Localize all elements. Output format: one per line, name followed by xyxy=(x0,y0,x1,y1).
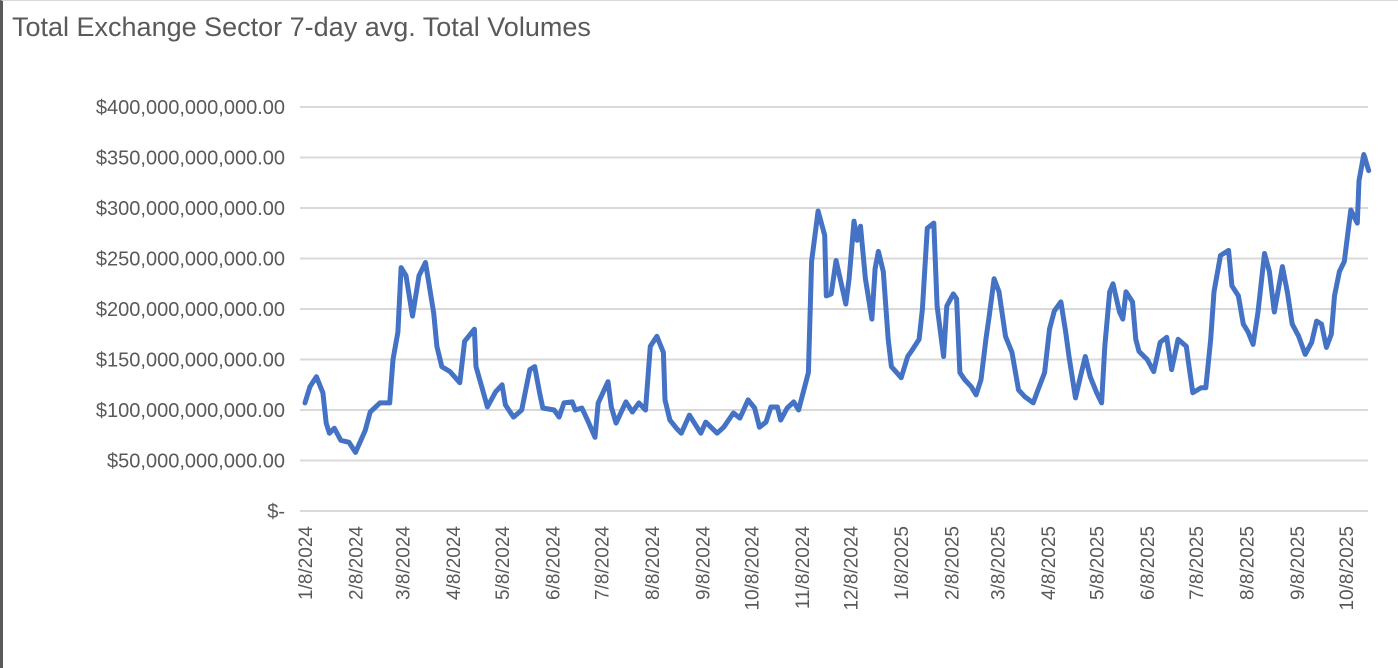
x-tick-label: 7/8/2024 xyxy=(592,526,613,600)
chart-title: Total Exchange Sector 7-day avg. Total V… xyxy=(12,12,591,42)
y-tick-label: $400,000,000,000.00 xyxy=(96,97,285,119)
x-tick-label: 2/8/2025 xyxy=(943,526,964,600)
x-tick-label: 5/8/2025 xyxy=(1088,526,1109,600)
x-tick-label: 1/8/2024 xyxy=(296,526,317,600)
x-tick-label: 10/8/2024 xyxy=(742,526,763,611)
x-tick-label: 4/8/2024 xyxy=(444,526,465,600)
series-line xyxy=(302,152,1372,455)
y-tick-label: $100,000,000,000.00 xyxy=(96,400,285,422)
x-tick-label: 4/8/2025 xyxy=(1039,526,1060,600)
y-tick-label: $250,000,000,000.00 xyxy=(96,249,285,271)
x-tick-label: 9/8/2024 xyxy=(693,526,714,600)
x-tick-label: 8/8/2025 xyxy=(1238,526,1259,600)
x-tick-label: 6/8/2024 xyxy=(544,526,565,600)
x-tick-label: 12/8/2024 xyxy=(842,526,863,611)
y-tick-label: $- xyxy=(267,501,285,523)
x-tick-label: 10/8/2025 xyxy=(1337,526,1358,611)
y-tick-label: $350,000,000,000.00 xyxy=(96,148,285,170)
x-tick-label: 3/8/2025 xyxy=(988,526,1009,600)
y-tick-label: $200,000,000,000.00 xyxy=(96,299,285,321)
x-tick-label: 5/8/2024 xyxy=(493,526,514,600)
x-tick-label: 1/8/2025 xyxy=(892,526,913,600)
y-tick-label: $50,000,000,000.00 xyxy=(107,451,285,473)
x-tick-label: 11/8/2024 xyxy=(793,526,814,610)
x-tick-label: 8/8/2024 xyxy=(643,526,664,600)
y-tick-label: $300,000,000,000.00 xyxy=(96,198,285,220)
x-tick-label: 6/8/2025 xyxy=(1138,526,1159,600)
x-tick-label: 3/8/2024 xyxy=(394,526,415,600)
x-tick-label: 7/8/2025 xyxy=(1187,526,1208,600)
x-tick-label: 9/8/2025 xyxy=(1288,526,1309,600)
y-tick-label: $150,000,000,000.00 xyxy=(96,350,285,372)
x-tick-label: 2/8/2024 xyxy=(346,526,367,600)
